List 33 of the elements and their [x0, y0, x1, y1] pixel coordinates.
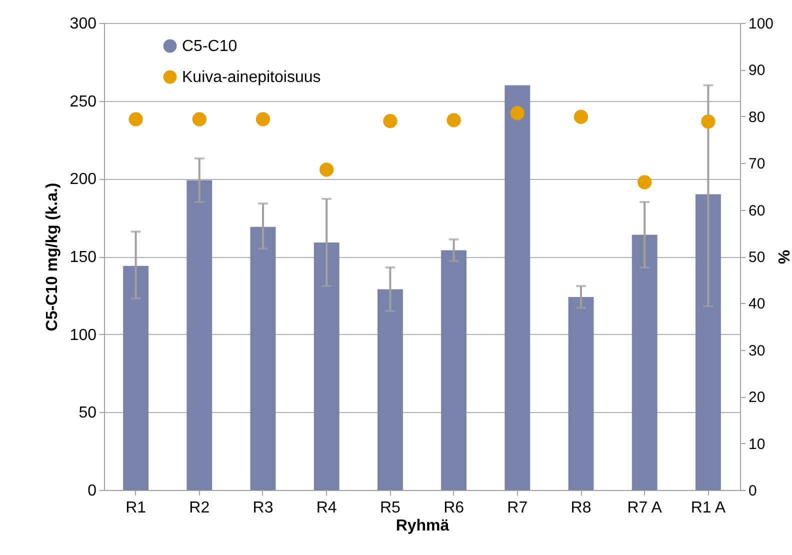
y2-tick-label: 90: [748, 62, 766, 80]
y2-axis-title: %: [774, 250, 792, 264]
x-tick-label: R5: [380, 500, 401, 516]
y-tick-label: 150: [70, 249, 97, 266]
y2-tick-label: 80: [748, 108, 766, 126]
y2-tick-label: 40: [748, 296, 766, 313]
y2-tick-label: 100: [748, 16, 774, 32]
y2-tick-label: 30: [748, 342, 766, 360]
legend-label: C5-C10: [182, 38, 238, 55]
y-axis-title: C5-C10 mg/kg (k.a.): [44, 182, 61, 332]
y-tick-label: 100: [70, 326, 97, 344]
legend-label: Kuiva-ainepitoisuus: [182, 69, 321, 86]
y2-tick-label: 60: [748, 202, 766, 220]
y2-tick-label: 10: [748, 436, 766, 453]
x-axis-title: Ryhmä: [396, 518, 450, 534]
y-tick-label: 300: [70, 16, 97, 32]
x-tick-label: R1: [126, 500, 146, 516]
x-tick-label: R4: [316, 500, 337, 516]
y2-tick-label: 50: [748, 249, 766, 266]
x-tick-label: R1 A: [690, 500, 726, 516]
y-tick-label: 250: [70, 93, 97, 110]
x-tick-label: R3: [252, 500, 274, 516]
y2-tick-label: 0: [748, 482, 757, 500]
y2-tick-label: 70: [748, 156, 766, 173]
x-tick-label: R7: [507, 500, 528, 516]
y-tick-label: 200: [70, 171, 97, 188]
y2-tick-label: 20: [748, 389, 766, 406]
x-tick-label: R8: [570, 500, 592, 516]
x-tick-label: R7 A: [627, 500, 662, 516]
x-tick-label: R6: [444, 500, 464, 516]
y-tick-label: 50: [78, 404, 97, 422]
x-tick-label: R2: [189, 500, 210, 516]
y-tick-label: 0: [88, 482, 97, 500]
